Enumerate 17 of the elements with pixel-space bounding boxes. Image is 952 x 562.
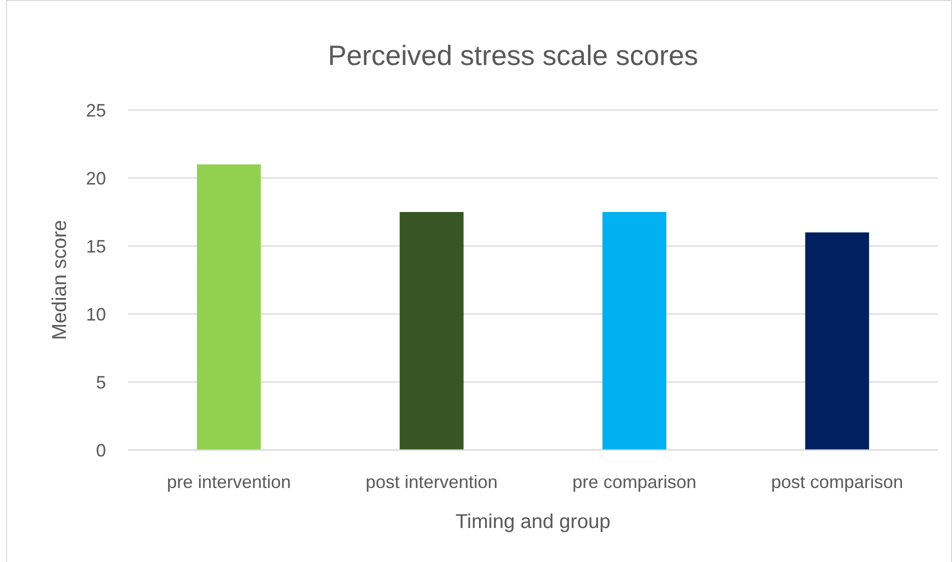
x-tick-label: pre comparison bbox=[572, 472, 696, 492]
bar bbox=[602, 212, 666, 450]
x-axis-title: Timing and group bbox=[456, 511, 610, 533]
y-tick-label: 0 bbox=[96, 440, 106, 460]
x-tick-label: post intervention bbox=[366, 472, 498, 492]
chart-title: Perceived stress scale scores bbox=[328, 40, 698, 71]
x-tick-label: pre intervention bbox=[166, 472, 291, 492]
y-tick-label: 20 bbox=[86, 168, 106, 188]
y-tick-label: 15 bbox=[86, 236, 106, 256]
x-tick-label: post comparison bbox=[771, 472, 904, 492]
bar bbox=[400, 212, 464, 450]
y-axis-title: Median score bbox=[49, 220, 71, 340]
y-tick-label: 10 bbox=[86, 304, 106, 324]
y-tick-label: 5 bbox=[96, 372, 106, 392]
bar bbox=[805, 232, 870, 450]
bar bbox=[196, 164, 261, 450]
y-tick-label: 25 bbox=[86, 100, 106, 120]
